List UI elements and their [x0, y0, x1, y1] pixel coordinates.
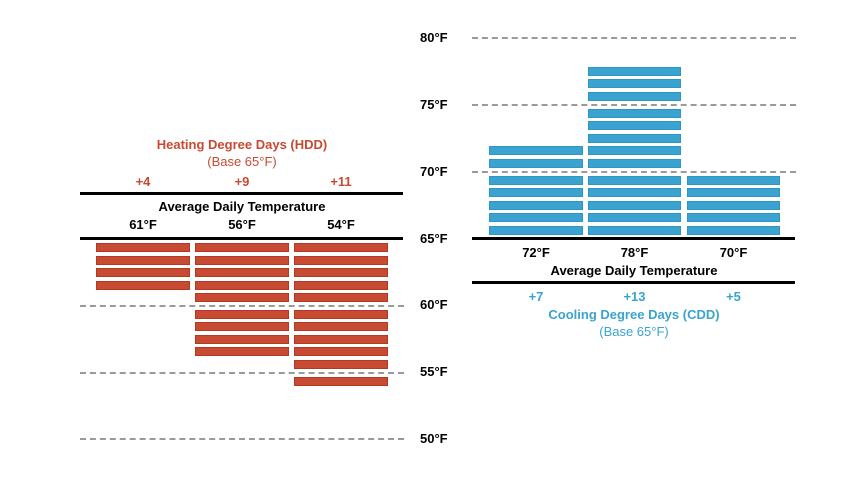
cdd-delta-1: +7: [528, 289, 544, 304]
cdd-delta-3: +5: [726, 289, 741, 304]
hdd-delta-1: +4: [135, 174, 151, 189]
hdd-temp-3: 54°F: [327, 217, 355, 232]
gridline-75: [472, 104, 796, 106]
cdd-subtitle: (Base 65°F): [599, 324, 669, 339]
cdd-temp-2: 78°F: [620, 245, 649, 260]
hdd-bar: [294, 256, 388, 265]
cdd-bar: [588, 79, 681, 88]
cdd-bar: [588, 121, 681, 130]
cdd-bar: [489, 146, 583, 155]
hdd-bar: [294, 347, 388, 356]
cdd-delta-2: +13: [623, 289, 646, 304]
hdd-subtitle: (Base 65°F): [207, 154, 277, 169]
cdd-bar: [489, 159, 583, 168]
gridline-50: [80, 438, 404, 440]
hdd-temp-1: 61°F: [129, 217, 157, 232]
y-tick-80: 80°F: [420, 30, 448, 45]
hdd-bar: [96, 243, 190, 252]
hdd-bar: [294, 335, 388, 344]
hdd-bar: [195, 310, 289, 319]
cdd-bar: [687, 201, 780, 210]
gridline-70: [472, 171, 796, 173]
hdd-delta-3: +11: [330, 174, 352, 189]
gridline-80: [472, 37, 796, 39]
y-tick-65: 65°F: [420, 231, 448, 246]
cdd-bar: [489, 201, 583, 210]
hdd-bar: [294, 281, 388, 290]
hdd-bar: [96, 268, 190, 277]
hdd-bar: [195, 268, 289, 277]
hdd-bar: [294, 322, 388, 331]
hdd-bar: [195, 293, 289, 302]
hdd-delta-2: +9: [234, 174, 250, 189]
hdd-top-rule: [80, 192, 403, 195]
cdd-bar: [588, 159, 681, 168]
cdd-bar: [588, 134, 681, 143]
hdd-base-axis: [80, 237, 403, 240]
y-tick-75: 75°F: [420, 97, 448, 112]
cdd-bar: [489, 213, 583, 222]
cdd-bar: [687, 176, 780, 185]
hdd-title: Heating Degree Days (HDD): [156, 137, 328, 152]
cdd-bar: [588, 176, 681, 185]
cdd-bar: [588, 213, 681, 222]
cdd-bar: [687, 188, 780, 197]
y-tick-55: 55°F: [420, 364, 448, 379]
hdd-temp-2: 56°F: [228, 217, 256, 232]
hdd-bar: [96, 281, 190, 290]
hdd-bar: [294, 377, 388, 386]
cdd-bar: [588, 67, 681, 76]
hdd-bar: [195, 281, 289, 290]
cdd-bar: [489, 176, 583, 185]
hdd-bar: [195, 347, 289, 356]
y-tick-50: 50°F: [420, 431, 448, 446]
cdd-bar: [687, 226, 780, 235]
cdd-bar: [588, 146, 681, 155]
hdd-bar: [195, 256, 289, 265]
gridline-60: [80, 305, 404, 307]
cdd-axis-title: Average Daily Temperature: [550, 263, 718, 278]
gridline-55: [80, 372, 404, 374]
cdd-bar: [588, 109, 681, 118]
cdd-temp-3: 70°F: [719, 245, 748, 260]
hdd-bar: [294, 293, 388, 302]
hdd-bar: [96, 256, 190, 265]
cdd-bottom-rule: [472, 281, 795, 284]
cdd-bar: [588, 188, 681, 197]
hdd-bar: [195, 335, 289, 344]
y-tick-70: 70°F: [420, 164, 448, 179]
cdd-title: Cooling Degree Days (CDD): [548, 307, 720, 322]
cdd-bar: [588, 201, 681, 210]
hdd-axis-title: Average Daily Temperature: [158, 199, 326, 214]
hdd-bar: [294, 360, 388, 369]
hdd-bar: [294, 268, 388, 277]
hdd-bar: [294, 243, 388, 252]
cdd-bar: [687, 213, 780, 222]
cdd-bar: [489, 226, 583, 235]
y-tick-60: 60°F: [420, 297, 448, 312]
cdd-bar: [588, 92, 681, 101]
cdd-temp-1: 72°F: [522, 245, 550, 260]
hdd-bar: [294, 310, 388, 319]
cdd-base-axis: [472, 237, 795, 240]
cdd-bar: [489, 188, 583, 197]
cdd-bar: [588, 226, 681, 235]
hdd-bar: [195, 243, 289, 252]
hdd-bar: [195, 322, 289, 331]
